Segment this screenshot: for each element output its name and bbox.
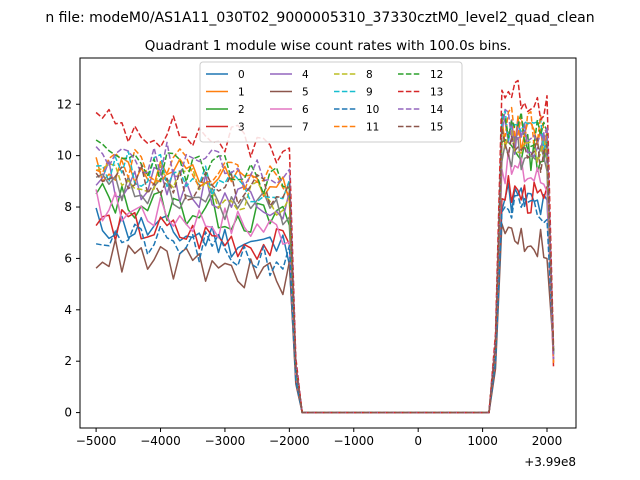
y-tick-label: 12 (57, 97, 72, 111)
legend-box (199, 61, 463, 143)
y-tick-label: 8 (64, 200, 72, 214)
y-tick-label: 6 (64, 251, 72, 265)
legend-label-8: 8 (366, 69, 373, 81)
legend-label-0: 0 (238, 69, 245, 81)
series-line-4 (95, 115, 555, 414)
series-line-6 (95, 149, 555, 414)
series-line-0 (95, 182, 555, 414)
series-line-5 (95, 223, 555, 414)
x-offset-text: +3.99e8 (524, 455, 576, 469)
legend-label-3: 3 (238, 122, 245, 134)
legend-label-2: 2 (238, 104, 245, 116)
legend-label-10: 10 (366, 104, 379, 116)
legend-label-13: 13 (430, 87, 443, 99)
legend-label-4: 4 (302, 69, 309, 81)
y-tick-label: 4 (64, 303, 72, 317)
series-line-15 (95, 127, 555, 414)
x-tick-label: −3000 (205, 434, 246, 448)
series-line-10 (95, 194, 555, 414)
x-tick-label: 0 (414, 434, 422, 448)
legend-label-12: 12 (430, 69, 443, 81)
legend-label-6: 6 (302, 104, 309, 116)
series-line-14 (95, 108, 555, 414)
series-line-7 (95, 135, 555, 414)
legend-label-11: 11 (366, 122, 379, 134)
x-tick-label: 2000 (532, 434, 563, 448)
legend-label-7: 7 (302, 122, 309, 134)
x-tick-label: 1000 (467, 434, 498, 448)
series-line-11 (95, 106, 555, 414)
x-tick-label: −5000 (76, 434, 117, 448)
legend-label-1: 1 (238, 87, 245, 99)
y-tick-label: 0 (64, 406, 72, 420)
x-tick-label: −4000 (140, 434, 181, 448)
chart-title: Quadrant 1 module wise count rates with … (145, 38, 511, 54)
series-line-2 (95, 133, 555, 414)
figure-suptitle: n file: modeM0/AS1A11_030T02_9000005310_… (45, 10, 594, 26)
axes-frame (79, 57, 577, 429)
y-tick-label: 10 (57, 149, 72, 163)
y-tick-label: 2 (64, 354, 72, 368)
legend-label-15: 15 (430, 122, 443, 134)
legend-label-5: 5 (302, 87, 309, 99)
x-tick-label: −1000 (333, 434, 374, 448)
series-line-9 (96, 109, 555, 414)
legend-label-9: 9 (366, 87, 373, 99)
series-line-3 (95, 174, 555, 414)
legend-label-14: 14 (430, 104, 444, 116)
x-tick-label: −2000 (269, 434, 310, 448)
series-line-1 (95, 115, 555, 414)
plot-axes: −5000 −4000 −3000 −2000 −1000 0 1000 2000 0 2 4 6 8 1… (57, 97, 563, 448)
